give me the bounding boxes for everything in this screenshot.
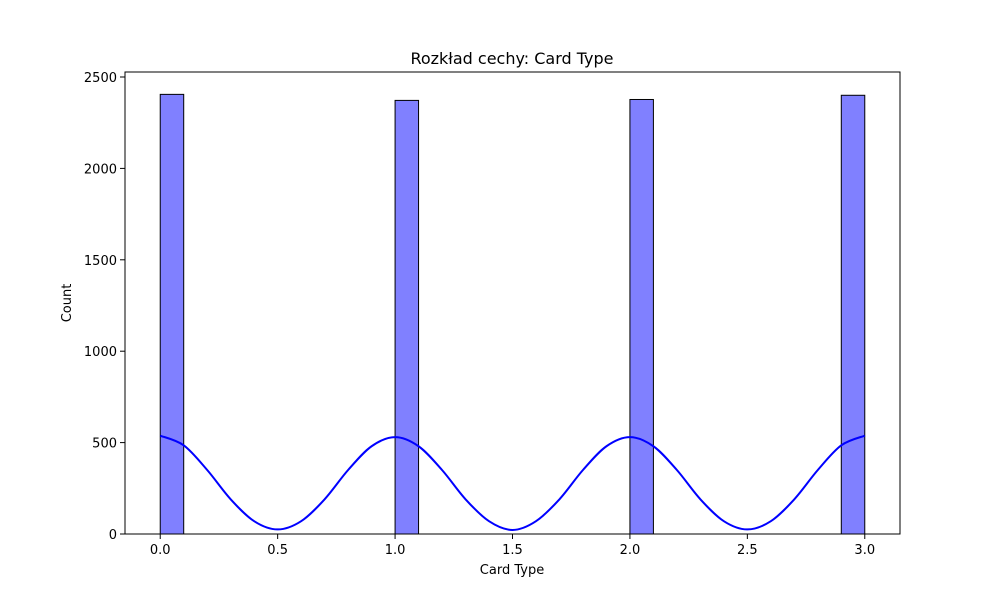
x-axis-label: Card Type (480, 563, 544, 578)
histogram-bars (159, 93, 866, 535)
y-tick-label: 500 (92, 437, 117, 452)
y-tick-label: 0 (109, 528, 117, 543)
x-tick-label: 0.0 (150, 543, 171, 558)
histogram-bar-3 (840, 94, 866, 535)
x-tick-label: 1.0 (385, 543, 406, 558)
kde-curve (159, 434, 866, 531)
y-tick-label: 1500 (84, 254, 117, 269)
y-tick-label: 2500 (84, 71, 117, 86)
x-tick-label: 2.5 (737, 543, 758, 558)
histogram-bar-0 (159, 93, 185, 535)
plot-frame (124, 71, 901, 535)
chart-title: Rozkład cechy: Card Type (410, 49, 613, 68)
x-tick-label: 0.5 (267, 543, 288, 558)
x-tick-label: 1.5 (502, 543, 523, 558)
x-axis-ticks: 0.0 0.5 1.0 1.5 2.0 2.5 3.0 (150, 534, 875, 558)
y-axis-ticks: 0 500 1000 1500 2000 2500 (84, 71, 125, 543)
histogram-bar-1 (394, 99, 420, 535)
histogram-bar-2 (629, 98, 654, 535)
y-axis-label: Count (60, 284, 75, 323)
y-tick-label: 2000 (84, 162, 117, 177)
x-tick-label: 3.0 (854, 543, 875, 558)
x-tick-label: 2.0 (620, 543, 641, 558)
y-tick-label: 1000 (84, 345, 117, 360)
